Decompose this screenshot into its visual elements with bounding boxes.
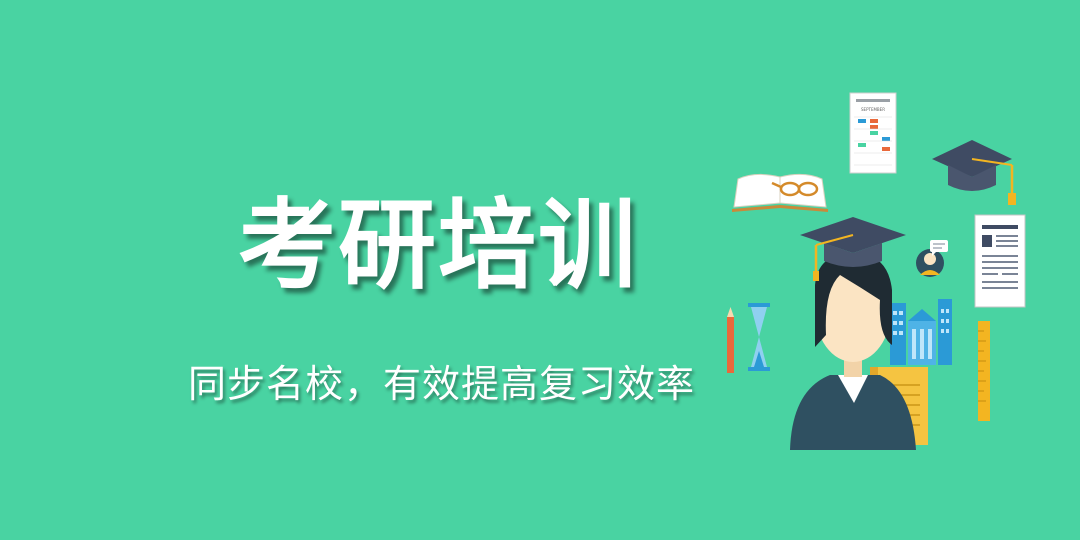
graduate-illustration: SEPTEMBER bbox=[727, 92, 1026, 450]
pencil-icon bbox=[727, 307, 734, 373]
graduation-cap-icon bbox=[932, 140, 1016, 205]
calendar-icon: SEPTEMBER bbox=[849, 92, 897, 174]
calendar-month: SEPTEMBER bbox=[861, 107, 885, 112]
open-book-icon bbox=[732, 173, 828, 212]
ruler-icon bbox=[978, 321, 990, 421]
document-icon bbox=[974, 214, 1026, 308]
graduate-person-icon bbox=[790, 217, 916, 450]
banner-title: 考研培训 bbox=[238, 189, 639, 303]
banner-subtitle: 同步名校，有效提高复习效率 bbox=[188, 362, 696, 406]
teacher-avatar-icon bbox=[916, 240, 948, 277]
glasses-icon bbox=[771, 181, 819, 197]
university-building-icon bbox=[890, 299, 952, 365]
hourglass-icon bbox=[748, 303, 770, 371]
